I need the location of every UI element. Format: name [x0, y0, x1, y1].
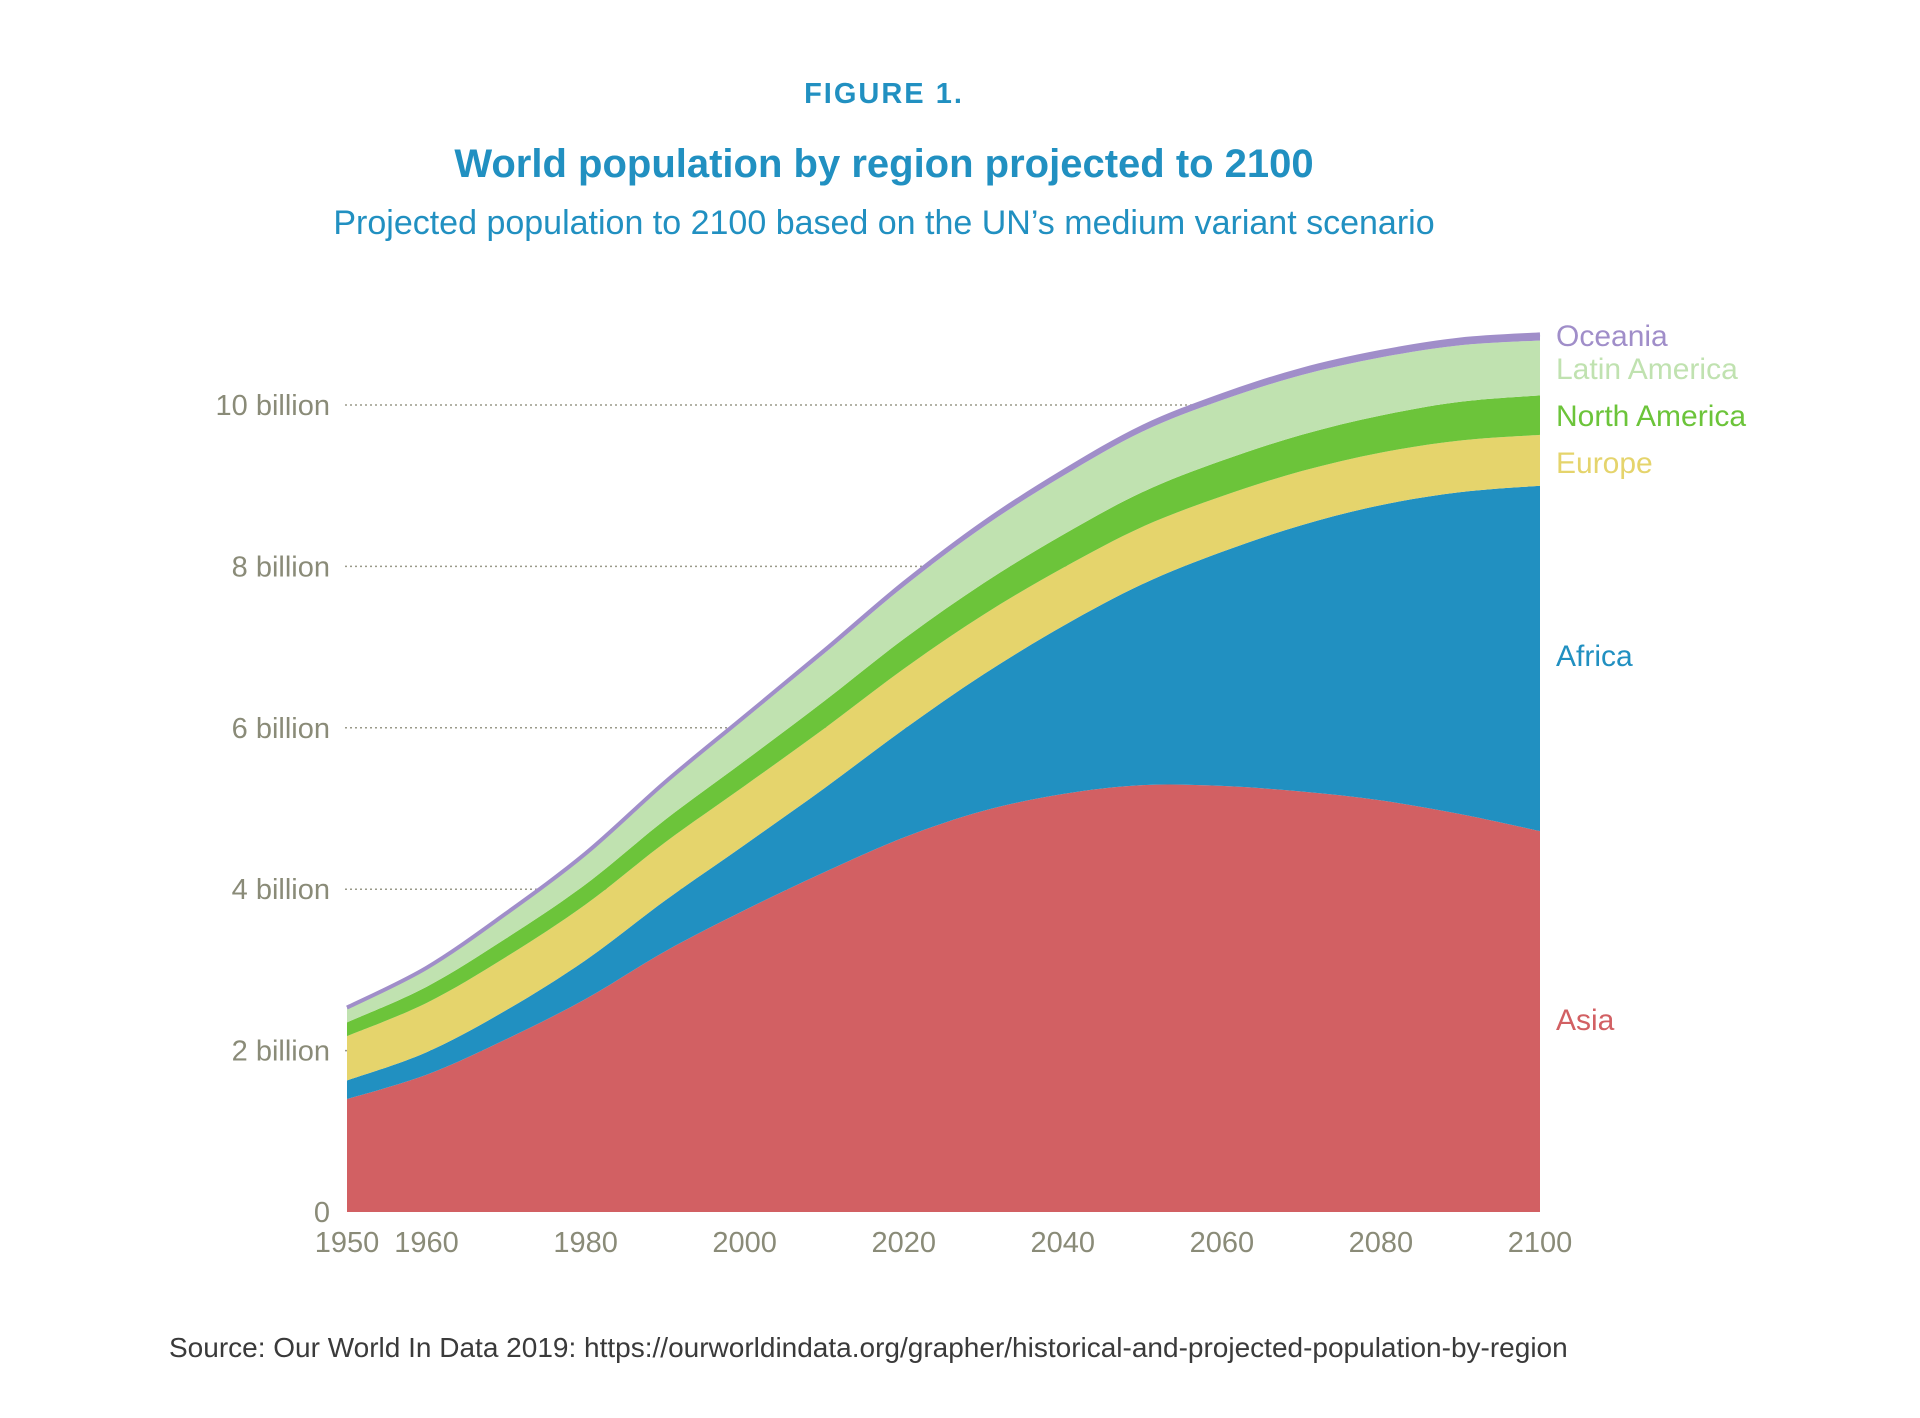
- y-tick-label: 10 billion: [216, 390, 330, 422]
- x-tick-label: 1960: [394, 1227, 459, 1259]
- area-asia: [347, 784, 1540, 1212]
- chart-title: World population by region projected to …: [454, 142, 1314, 186]
- area-north-america: [347, 395, 1540, 1037]
- x-axis-ticks: 1950 1960 1980 2000 2020 2040 2060 2080 2100: [315, 1227, 1573, 1259]
- series-label-oceania: Oceania: [1556, 320, 1668, 353]
- x-tick-label: 2060: [1190, 1227, 1255, 1259]
- x-tick-label: 2080: [1349, 1227, 1414, 1259]
- chart-subtitle: Projected population to 2100 based on th…: [333, 204, 1435, 242]
- series-label-africa: Africa: [1556, 640, 1633, 673]
- x-tick-label: 2020: [871, 1227, 936, 1259]
- series-labels: Asia Africa Europe North America Latin Ameri…: [1556, 320, 1746, 1037]
- area-latin-america: [347, 340, 1540, 1023]
- x-tick-label: 2100: [1508, 1227, 1573, 1259]
- y-tick-label: 2 billion: [232, 1036, 330, 1068]
- x-tick-label: 1980: [553, 1227, 618, 1259]
- x-tick-label: 1950: [315, 1227, 380, 1259]
- area-series: [346, 332, 1541, 1212]
- y-tick-label: 4 billion: [232, 874, 330, 906]
- y-tick-label: 8 billion: [232, 551, 330, 583]
- line-oceania: [346, 332, 1541, 1010]
- x-tick-label: 2000: [712, 1227, 777, 1259]
- series-label-latin-america: Latin America: [1556, 353, 1738, 386]
- area-africa: [347, 485, 1540, 1100]
- area-europe: [347, 434, 1540, 1081]
- y-axis-ticks: 0 2 billion 4 billion 6 billion 8 billion 10 …: [216, 390, 330, 1229]
- source-note: Source: Our World In Data 2019: https://…: [169, 1332, 1568, 1363]
- series-label-asia: Asia: [1556, 1004, 1615, 1037]
- y-tick-label: 6 billion: [232, 713, 330, 745]
- series-label-north-america: North America: [1556, 400, 1746, 433]
- figure-label: FIGURE 1.: [804, 78, 964, 110]
- x-tick-label: 2040: [1031, 1227, 1096, 1259]
- y-tick-label: 0: [314, 1197, 330, 1229]
- series-label-europe: Europe: [1556, 447, 1653, 480]
